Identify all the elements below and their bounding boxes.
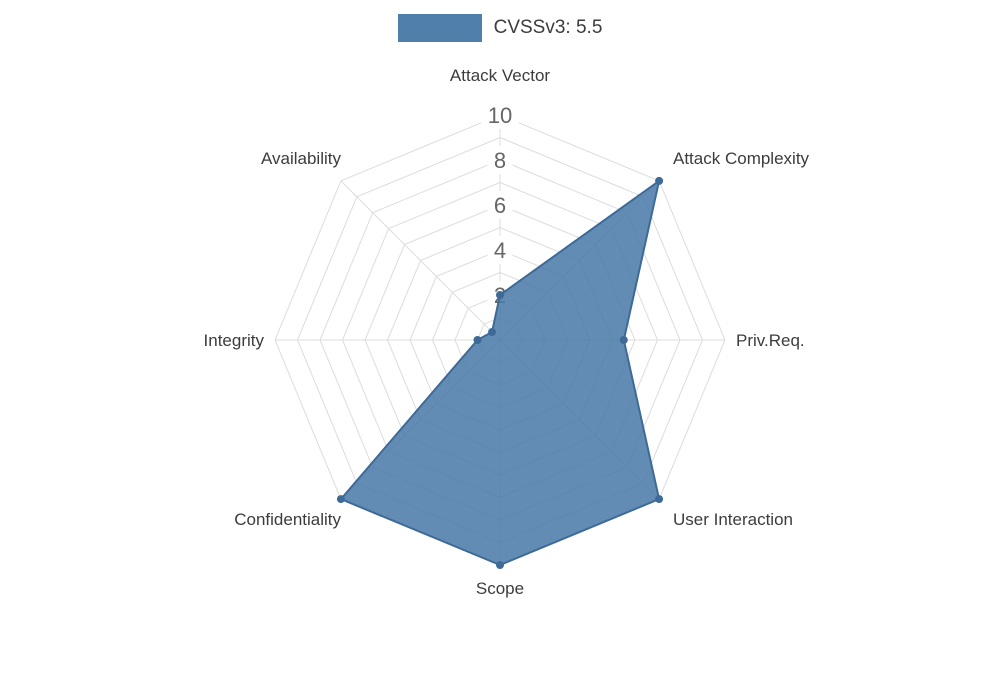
tick-backdrop [487,191,513,219]
axis-label-priv-req-: Priv.Req. [736,331,805,350]
chart-legend[interactable]: CVSSv3: 5.5 [0,14,1000,42]
data-point-attack-complexity[interactable] [655,176,664,185]
tick-backdrop [487,236,513,264]
data-point-availability[interactable] [488,328,497,337]
tick-label-4: 4 [494,238,506,263]
data-point-attack-vector[interactable] [496,291,504,299]
tick-label-8: 8 [494,148,506,173]
axis-label-attack-vector: Attack Vector [450,66,550,85]
tick-label-10: 10 [488,103,512,128]
data-point-user-interaction[interactable] [655,495,664,504]
axis-label-integrity: Integrity [204,331,265,350]
axis-label-attack-complexity: Attack Complexity [673,149,810,168]
data-point-integrity[interactable] [473,336,482,344]
tick-label-6: 6 [494,193,506,218]
data-point-confidentiality[interactable] [336,495,345,504]
data-point-scope[interactable] [496,561,504,569]
axis-label-user-interaction: User Interaction [673,510,793,529]
data-point-priv-req-[interactable] [619,336,628,344]
legend-label: CVSSv3: 5.5 [493,17,603,38]
axis-label-availability: Availability [261,149,342,168]
axis-label-confidentiality: Confidentiality [234,510,341,529]
tick-backdrop [481,101,519,129]
tick-backdrop [487,146,513,174]
axis-spoke [340,180,501,341]
legend-swatch [397,14,482,42]
axis-label-scope: Scope [476,579,524,598]
